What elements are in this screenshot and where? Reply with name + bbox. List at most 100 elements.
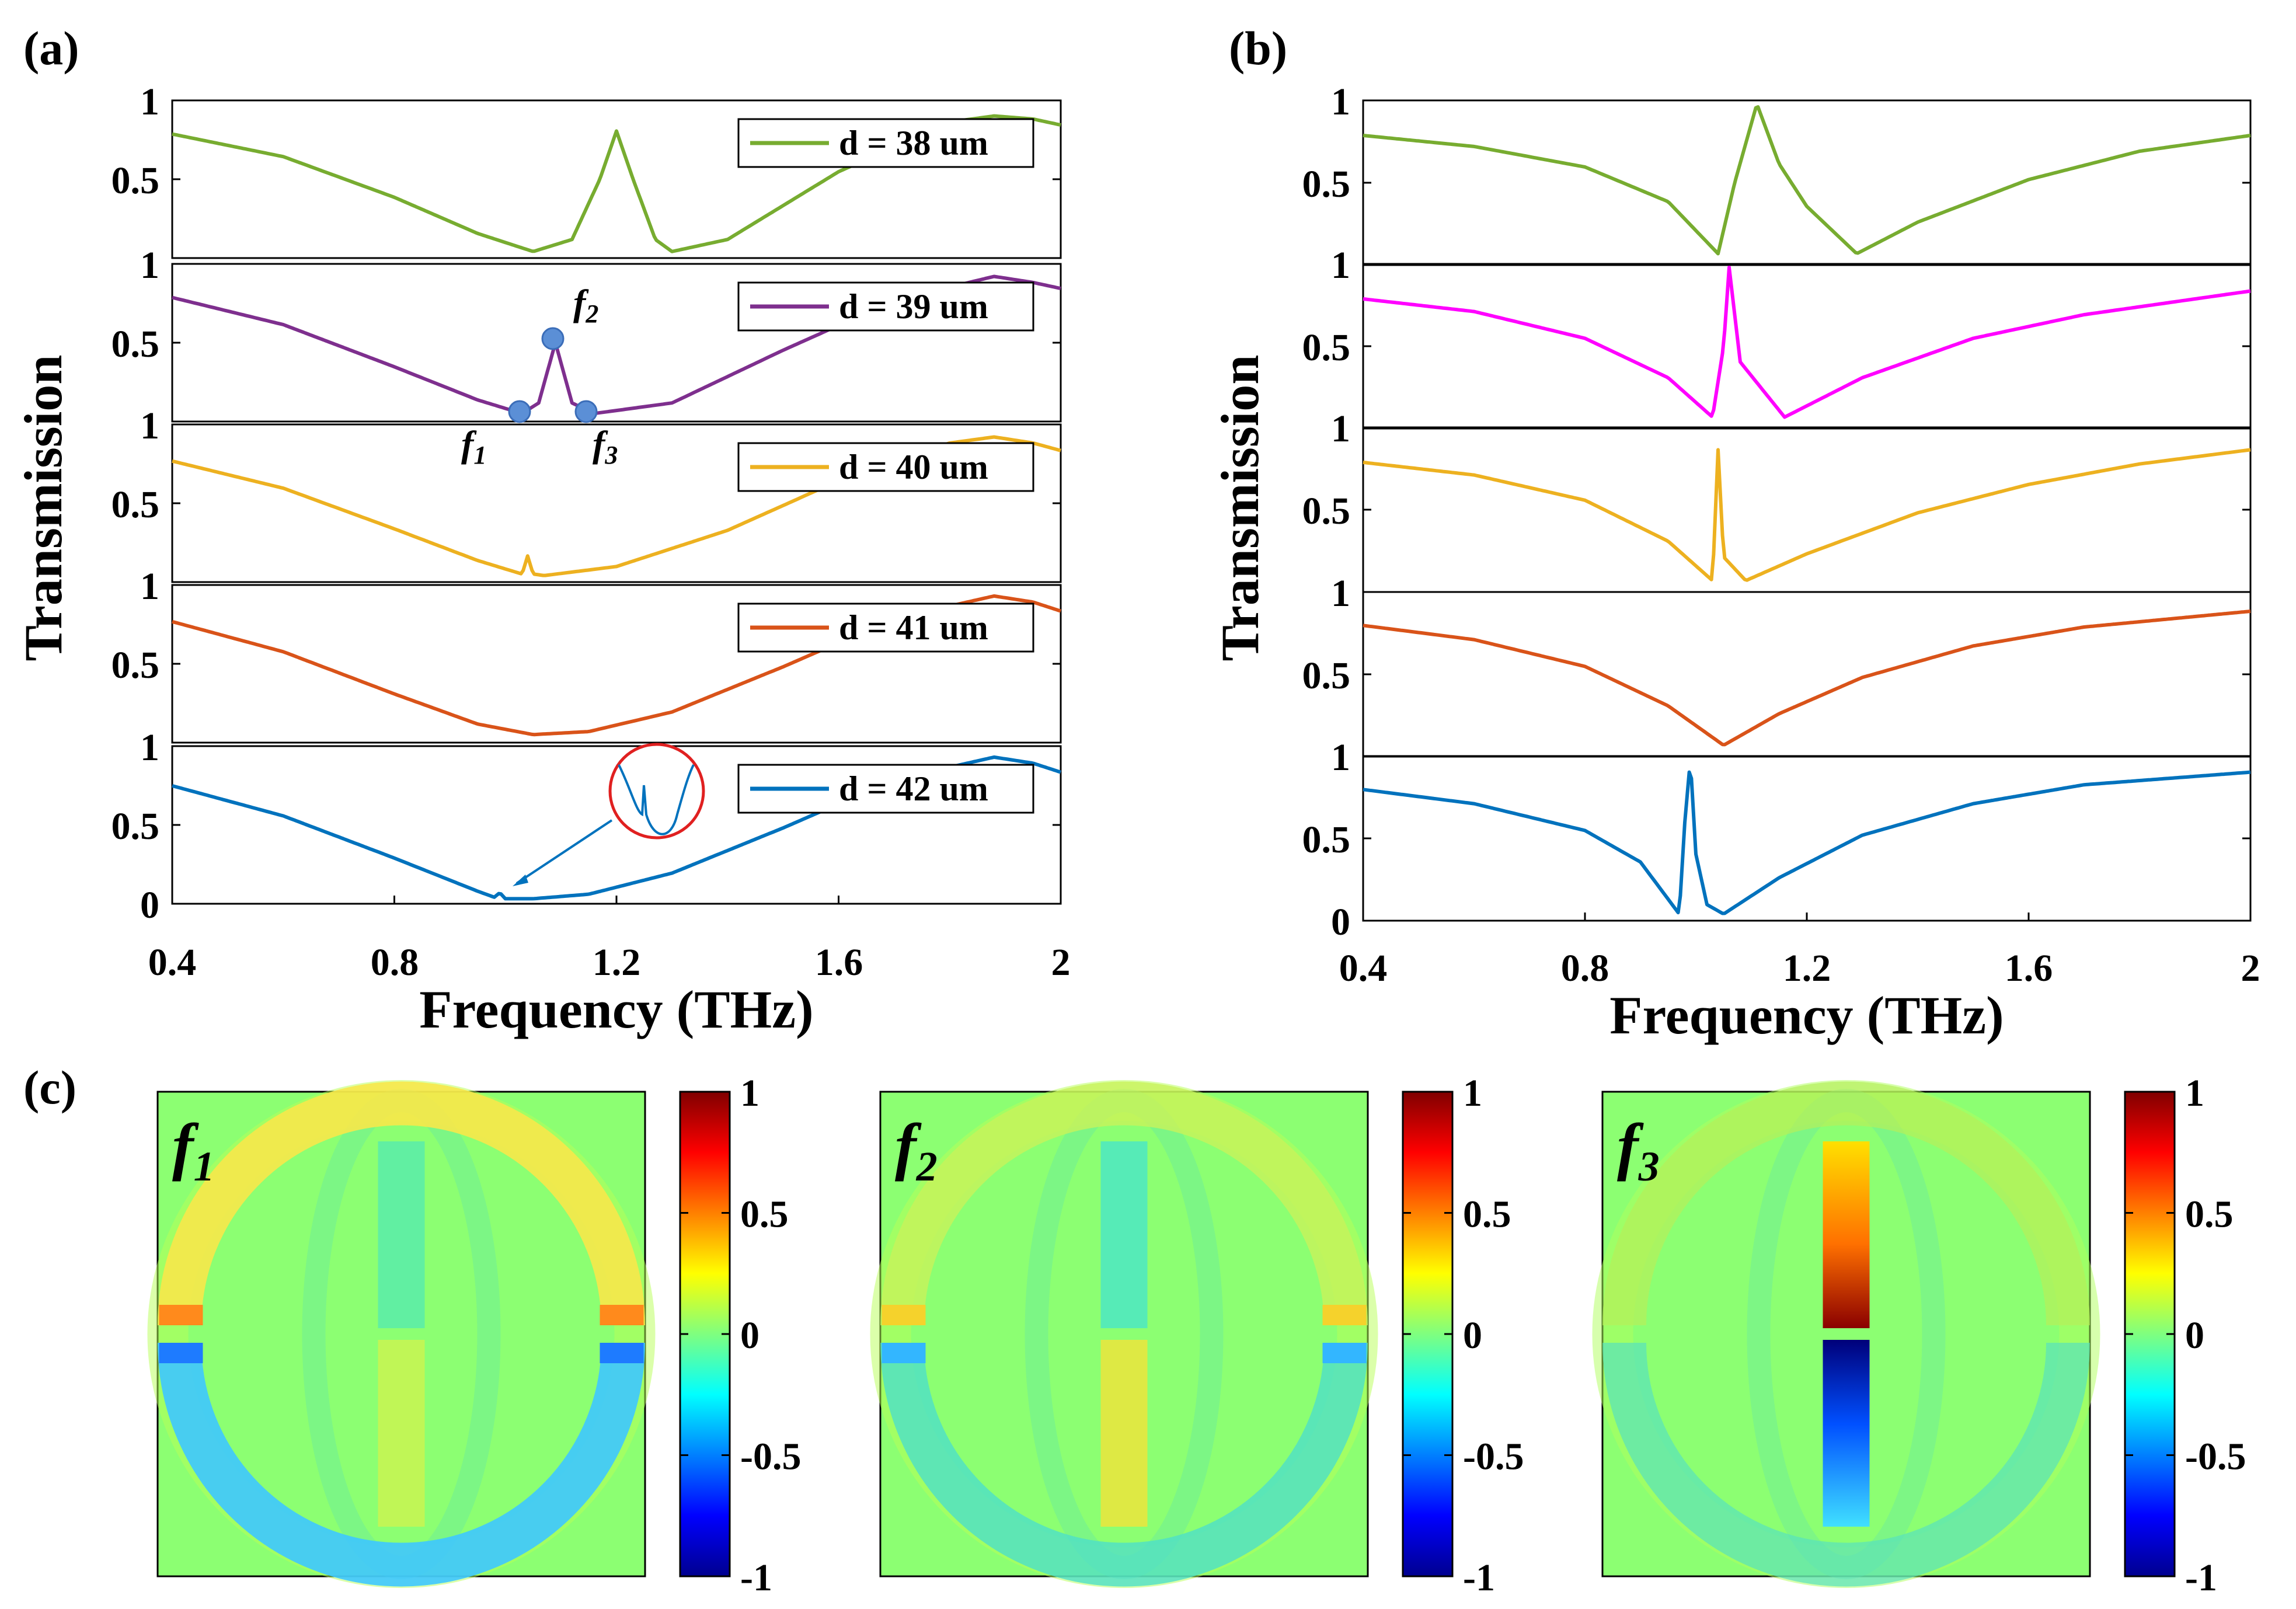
y-axis-title: Transmission [1210,355,1270,661]
colorbar-tick-label: 1 [1463,1072,1482,1115]
legend-label: d = 41 um [839,608,988,647]
marker-f3 [574,400,598,423]
map-tip-cold [159,1343,203,1363]
map-title-sub: 1 [194,1143,215,1190]
strip-5: 1 0.5 0 d = 42 um [112,726,1062,927]
y-tick-label: 1 [140,244,159,287]
map-lower-arc [158,1342,645,1587]
inset-zoom-circle [608,743,705,840]
y-tick-label: 1 [140,565,159,608]
map-center-bar-bottom [1823,1340,1870,1527]
inset-zoom-curve [618,764,695,835]
strip-1: 1 0.5 d = 38 um [112,81,1062,259]
strip-frame [1362,99,2252,266]
figure-b-x-ticks: 0.4 0.8 1.2 1.6 2 [1339,947,2260,990]
panel-label-b: (b) [1229,22,1287,75]
map-tip-hot [1322,1305,1367,1325]
strip-frame [1362,426,2252,593]
colorbar-tick-label: -0.5 [1463,1436,1524,1478]
x-axis-title: Frequency (THz) [1609,985,2004,1045]
map-upper-arc [158,1081,645,1326]
legend-4: d = 41 um [737,602,1034,653]
y-tick-label: 0.5 [112,323,160,365]
legend-label: d = 42 um [839,769,988,808]
strip-3: 1 0.5 d = 40 um [112,405,1062,583]
map-title-sub: 2 [916,1143,938,1190]
strip-3: 10.5 [1302,408,2252,593]
map-center-bar-bottom [1100,1340,1148,1527]
legend-label: d = 40 um [839,448,988,486]
inset-arrow [515,819,613,884]
f3-label: f3 [593,423,618,469]
colorbar-tick-label: 0.5 [2185,1193,2234,1236]
y-tick-label: 1 [1331,81,1350,123]
legend-1: d = 38 um [737,118,1034,168]
strip-4: 10.5 [1302,572,2252,758]
strip-2: 10.5 [1302,244,2252,430]
figure-b: 10.510.510.510.510.50 0.4 0.8 1.2 1.6 2 … [1210,81,2260,1045]
legend-box [737,281,1034,332]
y-tick-label: 1 [140,726,159,769]
y-axis-title: Transmission [13,355,73,661]
strip-2: 1 0.5 d = 39 um [112,244,1062,423]
strip-4: 1 0.5 d = 41 um [112,565,1062,744]
colorbar-tick-label: -1 [2185,1556,2217,1599]
y-tick-label: 0 [140,884,159,927]
colorbar-tick-label: 0.5 [1463,1193,1511,1236]
marker-f2 [541,327,565,350]
y-tick-label: 0.5 [112,159,160,202]
map-lower-arc [1602,1342,2090,1587]
map-tip-cold [600,1343,644,1363]
map-tip-cold [1322,1343,1367,1363]
strip-1: 10.5 [1302,81,2252,266]
map-center-bar-top [1823,1141,1870,1328]
series-line-1 [1363,105,2251,256]
colorbar-tick-label: 0 [2185,1314,2204,1357]
f2-label: f2 [573,282,598,328]
x-tick-label: 1.2 [593,941,641,984]
map-title-sub: 3 [1638,1143,1660,1190]
colorbar-tick-label: 0.5 [740,1193,789,1236]
figure-a-x-ticks: 0.4 0.8 1.2 1.6 2 [148,941,1071,984]
x-tick-label: 0.8 [1561,947,1609,990]
inset-arrow-head [513,875,528,886]
x-tick-label: 2 [2241,947,2260,990]
map-upper-arc [1602,1081,2090,1326]
colorbar [679,1091,731,1577]
y-tick-label: 1 [1331,244,1350,287]
map-upper-arc [880,1081,1368,1326]
map-title: f1 [172,1110,215,1190]
y-tick-label: 0.5 [1302,819,1351,861]
field-map-f2: f2 1 0.5 0 -0.5 -1 [870,1072,1524,1599]
x-axis-title: Frequency (THz) [419,980,813,1039]
x-tick-label: 0.4 [1339,947,1388,990]
map-tip-hot [159,1305,203,1325]
x-tick-label: 0.4 [148,941,197,984]
colorbar-tick-label: -0.5 [740,1436,801,1478]
x-tick-label: 2 [1051,941,1071,984]
y-tick-label: 0.5 [112,805,160,848]
colorbar-tick-label: -1 [740,1556,772,1599]
y-tick-label: 0.5 [1302,163,1351,206]
y-tick-label: 0.5 [1302,654,1351,697]
map-title: f2 [895,1110,938,1190]
y-tick-label: 0.5 [1302,490,1351,532]
map-tip-cold [882,1343,926,1363]
figure-b-strips: 10.510.510.510.510.50 [1302,81,2252,943]
x-tick-label: 1.6 [815,941,863,984]
y-tick-label: 0.5 [112,644,160,687]
series-line-2 [1363,266,2251,419]
y-tick-label: 1 [1331,408,1350,450]
map-tip-hot [882,1305,926,1325]
y-tick-label: 0 [1331,901,1350,943]
f1-label: f1 [461,423,486,469]
map-center-bar-top [1100,1141,1148,1328]
marker-f1 [508,400,531,423]
series-line-4 [1363,610,2251,747]
panel-label-a: (a) [23,22,79,75]
colorbar [2124,1091,2176,1577]
colorbar-tick-label: 1 [2185,1072,2204,1115]
